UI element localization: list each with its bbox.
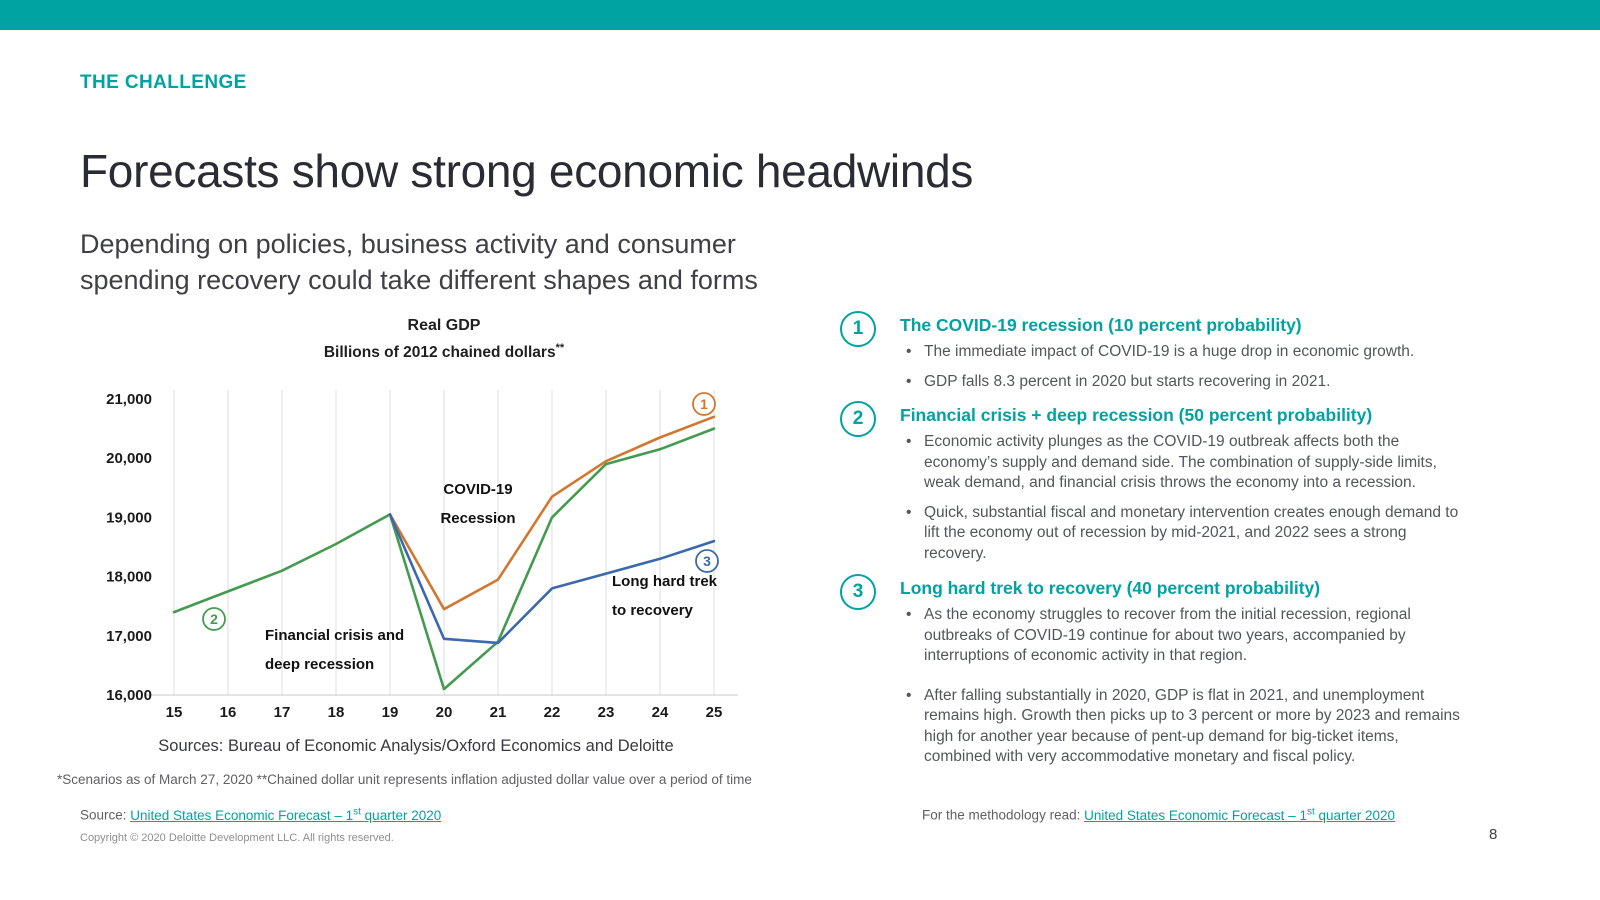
scenario-section-3: 3 Long hard trek to recovery (40 percent… <box>840 574 1555 768</box>
chart-annotation: deep recession <box>265 656 374 673</box>
chart-annotation: Long hard trek <box>612 573 718 590</box>
scenario-marker-circle <box>695 549 719 573</box>
x-tick-label: 21 <box>490 704 507 721</box>
chart-annotation: to recovery <box>612 602 694 619</box>
methodology-label: For the methodology read: <box>922 807 1085 823</box>
chart-title: Real GDP <box>407 317 481 334</box>
x-tick-label: 23 <box>598 704 615 721</box>
series-line-2 <box>172 427 716 691</box>
x-tick-label: 22 <box>544 704 561 721</box>
scenario-marker-number: 3 <box>703 553 711 569</box>
methodology-line: For the methodology read: United States … <box>922 806 1395 823</box>
scenario-marker-circle <box>202 607 226 631</box>
page-subtitle: Depending on policies, business activity… <box>80 229 758 295</box>
x-tick-label: 20 <box>436 704 453 721</box>
y-tick-label: 20,000 <box>106 450 152 467</box>
bullet-item: After falling substantially in 2020, GDP… <box>900 686 1465 768</box>
chart-subtitle-note-marker: ** <box>555 342 565 354</box>
x-tick-label: 25 <box>706 704 723 721</box>
scenario-3-badge: 3 <box>840 574 876 610</box>
x-tick-label: 19 <box>382 704 399 721</box>
y-tick-label: 18,000 <box>106 569 152 586</box>
methodology-link[interactable]: United States Economic Forecast – 1st qu… <box>1084 806 1396 823</box>
source-line: Source: United States Economic Forecast … <box>80 806 441 823</box>
x-tick-label: 17 <box>274 704 291 721</box>
y-tick-label: 16,000 <box>106 687 152 704</box>
chart-annotation: Recession <box>440 510 515 527</box>
source-link[interactable]: United States Economic Forecast – 1st qu… <box>130 806 442 823</box>
scenario-marker-number: 1 <box>700 396 708 412</box>
bullet-item: Economic activity plunges as the COVID-1… <box>900 432 1465 494</box>
bullet-item: As the economy struggles to recover from… <box>900 605 1465 667</box>
bullet-item: GDP falls 8.3 percent in 2020 but starts… <box>900 372 1465 393</box>
scenario-list: 1 The COVID-19 recession (10 percent pro… <box>840 311 1555 777</box>
x-tick-label: 16 <box>220 704 237 721</box>
scenario-section-2: 2 Financial crisis + deep recession (50 … <box>840 401 1555 565</box>
x-tick-label: 15 <box>166 704 183 721</box>
y-tick-label: 17,000 <box>106 628 152 645</box>
scenario-3-heading: Long hard trek to recovery (40 percent p… <box>900 578 1321 598</box>
x-tick-label: 18 <box>328 704 345 721</box>
scenario-2-heading: Financial crisis + deep recession (50 pe… <box>900 405 1373 425</box>
series-line-1 <box>388 415 716 611</box>
chart-annotation: COVID-19 <box>443 481 512 498</box>
chart-footnote: *Scenarios as of March 27, 2020 **Chaine… <box>57 772 752 787</box>
bullet-item: Quick, substantial fiscal and monetary i… <box>900 503 1465 565</box>
x-tick-label: 24 <box>652 704 669 721</box>
copyright-notice: Copyright © 2020 Deloitte Development LL… <box>80 832 394 844</box>
top-accent-bar <box>0 0 1600 30</box>
source-label: Source: <box>80 807 131 823</box>
scenario-section-1: 1 The COVID-19 recession (10 percent pro… <box>840 311 1555 393</box>
bullet-item: The immediate impact of COVID-19 is a hu… <box>900 342 1465 363</box>
page-title: Forecasts show strong economic headwinds <box>80 145 974 197</box>
gdp-chart: 16,000 17,000 18,000 19,000 20,000 21,000 15 16… <box>106 390 738 721</box>
y-tick-label: 21,000 <box>106 391 152 408</box>
scenario-2-badge: 2 <box>840 401 876 437</box>
chart-title-block: Real GDP Billions of 2012 chained dollar… <box>80 317 808 362</box>
y-tick-label: 19,000 <box>106 509 152 526</box>
chart-sources: Sources: Bureau of Economic Analysis/Oxf… <box>158 737 674 755</box>
scenario-marker-number: 2 <box>210 611 218 627</box>
eyebrow-label: THE CHALLENGE <box>80 72 247 93</box>
scenario-1-heading: The COVID-19 recession (10 percent proba… <box>900 315 1302 335</box>
chart-annotation: Financial crisis and <box>265 627 404 644</box>
chart-subtitle: Billions of 2012 chained dollars** <box>323 342 565 362</box>
scenario-marker-circle <box>692 392 716 416</box>
page-number: 8 <box>1489 826 1498 843</box>
series-line-3 <box>388 513 716 645</box>
scenario-1-badge: 1 <box>840 311 876 347</box>
